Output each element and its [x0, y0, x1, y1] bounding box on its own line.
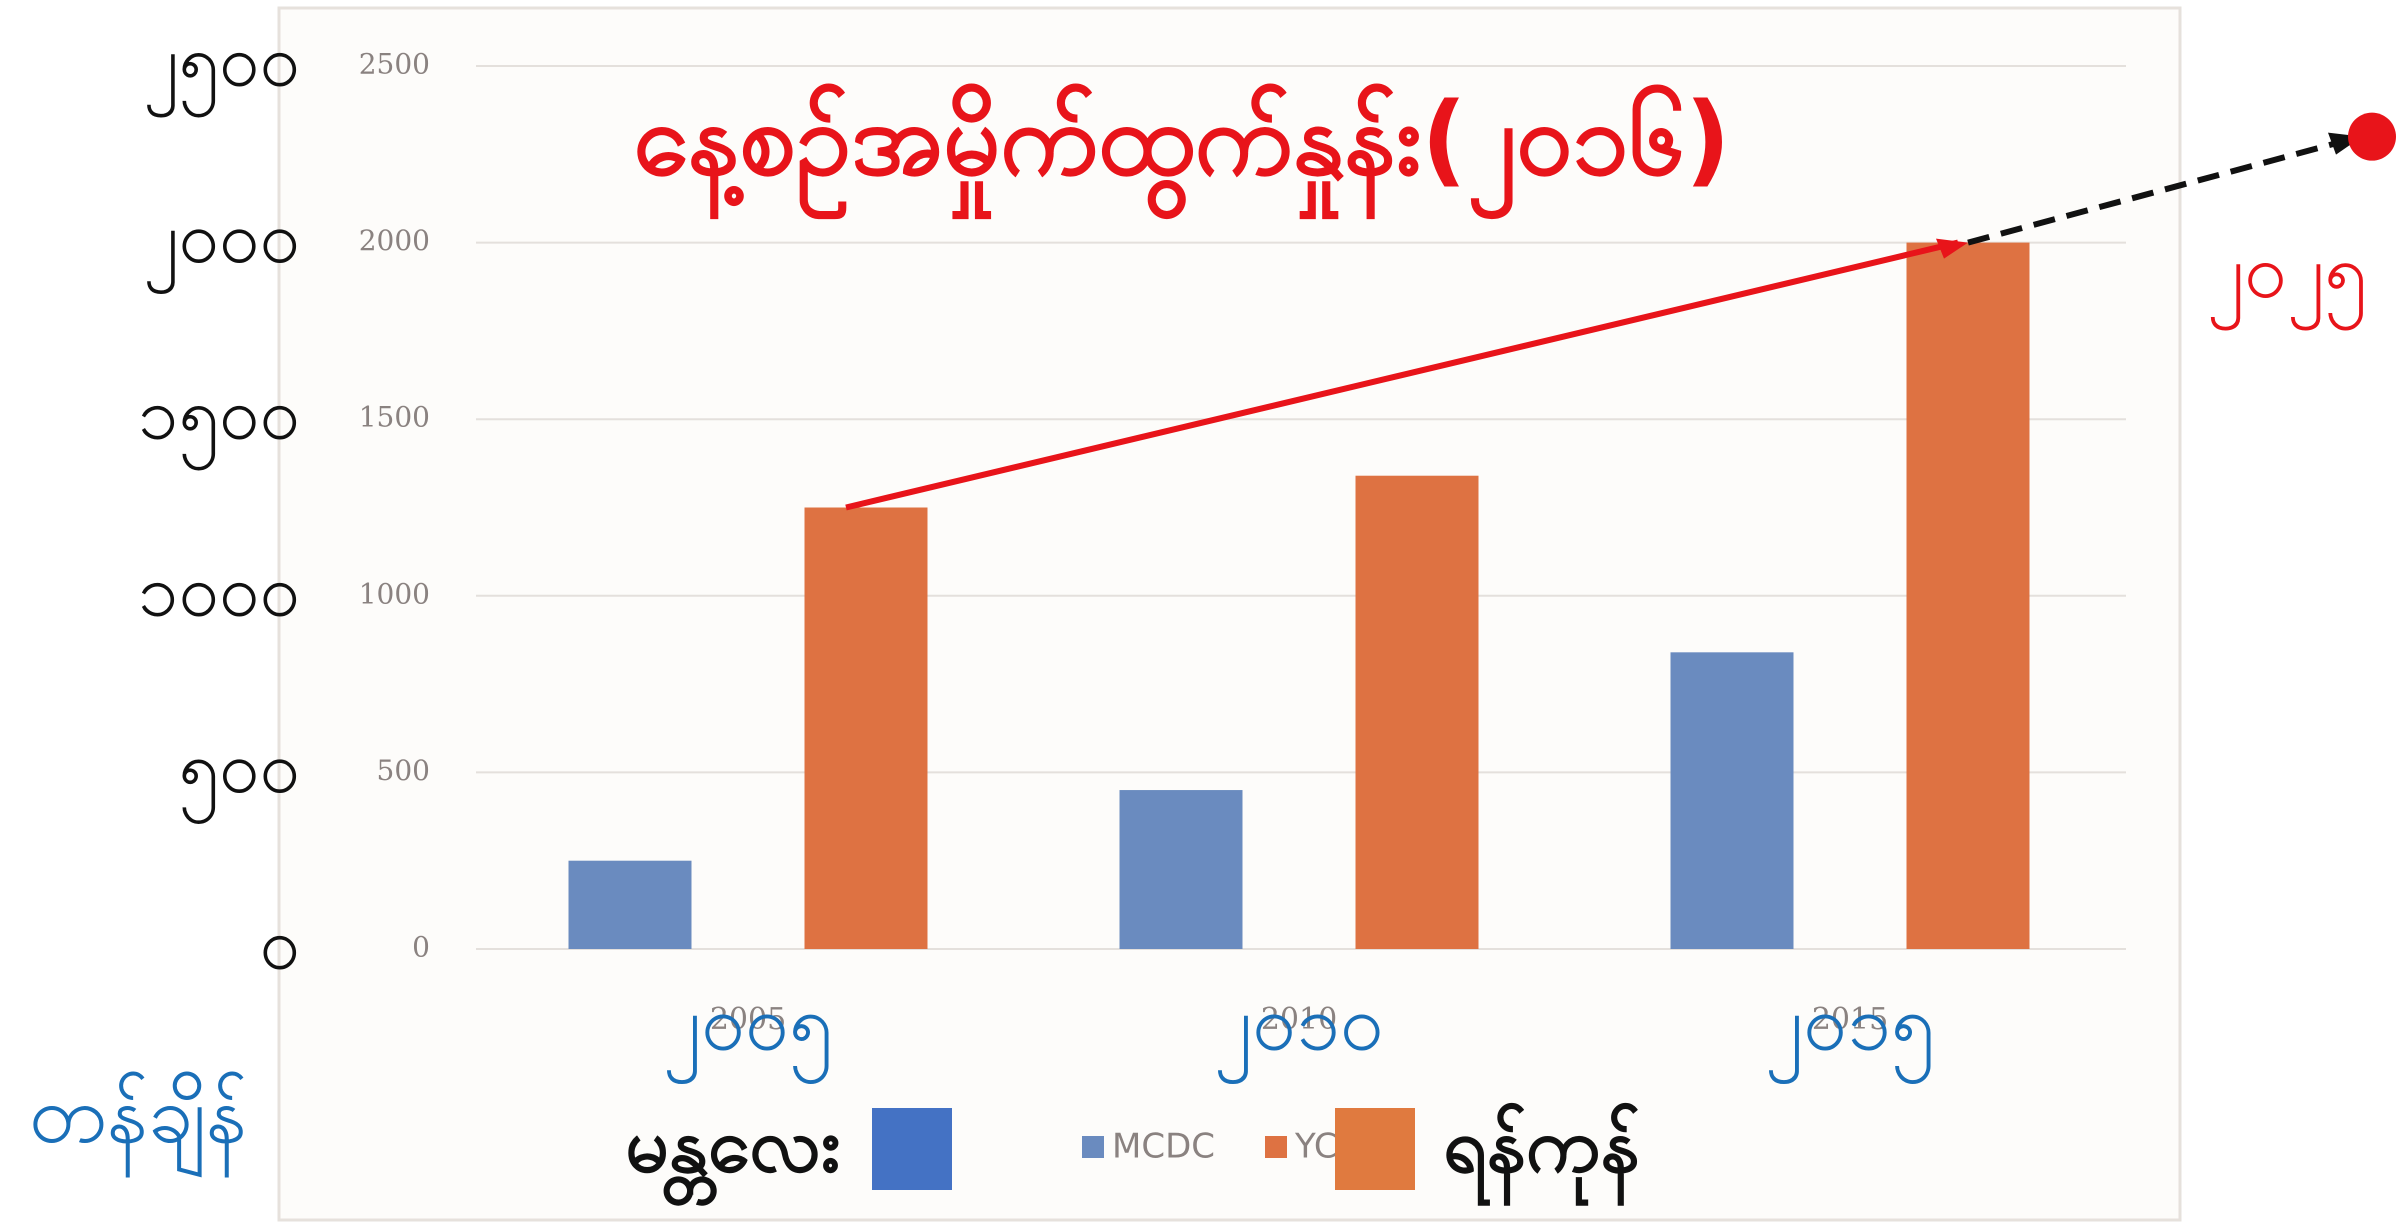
legend-swatch — [1082, 1136, 1104, 1158]
bar — [1906, 242, 2030, 950]
legend-overlay-label: မန္တလေး — [626, 1100, 841, 1206]
bar — [1670, 652, 1794, 949]
y-tick-label: 0 — [412, 931, 430, 964]
legend-label: MCDC — [1112, 1127, 1215, 1167]
projection-line — [1967, 138, 2343, 246]
y-tick-label: 1000 — [359, 577, 430, 610]
projection-label: ၂၀၂၅ — [2207, 226, 2367, 330]
y-tick-label: 2000 — [359, 224, 430, 257]
bar — [804, 507, 928, 949]
y-tick-label-overlay: ၅၀၀ — [179, 725, 301, 823]
y-unit-label: တန်ချိန် — [29, 1068, 247, 1177]
bar — [568, 860, 692, 949]
x-tick-label: 2015 — [1812, 1002, 1888, 1037]
projection-point — [2348, 112, 2396, 161]
y-tick-label-overlay: ၂၅၀၀ — [143, 19, 300, 117]
y-tick-label-overlay: ၂၀၀၀ — [143, 195, 300, 293]
y-tick-label-overlay: ၀ — [260, 902, 301, 986]
y-tick-label: 500 — [377, 754, 430, 787]
trend-arrow — [845, 239, 1959, 511]
legend-overlay-label: ရန်ကုန် — [1443, 1100, 1640, 1206]
x-tick-label: 2005 — [710, 1002, 786, 1037]
bar — [1119, 790, 1243, 949]
legend-overlay-swatch — [1335, 1108, 1415, 1190]
trend-arrow-head — [1936, 238, 1968, 259]
y-tick-label: 2500 — [359, 48, 430, 81]
y-tick-label-overlay: ၁၅၀၀ — [138, 372, 300, 470]
chart-frame — [277, 6, 2182, 1222]
legend-overlay-swatch — [872, 1108, 952, 1190]
y-tick-label-overlay: ၁၀၀၀ — [138, 548, 300, 632]
legend-swatch — [1265, 1136, 1287, 1158]
chart-title: နေ့စဉ်အမှိုက်ထွက်နှုန်း(၂၀၁၆) — [633, 80, 1730, 219]
x-tick-label-overlay: ၂၀၁၅ — [1765, 978, 1935, 1083]
x-tick-label-overlay: ၂၀၁၀ — [1214, 978, 1384, 1083]
x-tick-label-overlay: ၂၀၀၅ — [663, 978, 833, 1083]
x-tick-label: 2010 — [1261, 1002, 1337, 1037]
y-tick-label: 1500 — [359, 401, 430, 434]
bar — [1355, 475, 1479, 949]
